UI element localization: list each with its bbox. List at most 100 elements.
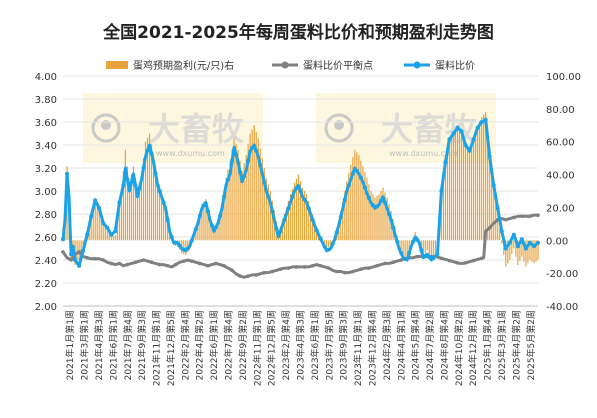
profit-bar (519, 240, 521, 261)
profit-bar (245, 154, 247, 241)
profit-bar (491, 166, 493, 241)
ratio-point (213, 225, 218, 230)
ratio-point (145, 148, 150, 153)
ratio-point (342, 197, 347, 202)
profit-bar (100, 214, 102, 241)
breakeven-point (133, 260, 138, 265)
profit-bar (106, 230, 108, 241)
profit-bar (156, 177, 159, 241)
profit-bar (110, 237, 112, 241)
x-tick-label: 2024年12月第1周 (467, 310, 479, 386)
profit-bar (167, 219, 169, 241)
breakeven-point (69, 258, 73, 262)
breakeven-point (278, 267, 283, 272)
profit-bar (523, 240, 525, 262)
x-tick-label: 2022年7月第4周 (223, 310, 235, 380)
ratio-point (189, 238, 194, 243)
x-tick-label: 2024年7月第2周 (424, 310, 436, 380)
profit-bar (410, 240, 412, 244)
breakeven-point (391, 260, 395, 265)
x-tick-label: 2021年7月第4周 (122, 310, 134, 380)
profit-bar (400, 240, 402, 251)
profit-bar (124, 149, 126, 241)
profit-bar (271, 200, 273, 241)
ratio-point (282, 217, 287, 222)
profit-bar (235, 144, 237, 241)
ratio-point (531, 244, 536, 249)
breakeven-point (310, 263, 315, 268)
ratio-point (483, 117, 488, 122)
ratio-point (503, 246, 508, 251)
profit-bar (328, 240, 330, 247)
left-tick-label: 2.40 (35, 256, 57, 267)
x-tick-label: 2021年3月第1周 (79, 310, 91, 380)
profit-bar (140, 174, 143, 241)
profit-bar (78, 240, 80, 260)
ratio-point (85, 232, 90, 237)
breakeven-point (342, 270, 347, 275)
profit-bar (118, 204, 120, 241)
right-axis: -40.00 -20.00 0.00 20.00 40.00 60.00 80.00 100.… (546, 72, 581, 313)
profit-bar (537, 240, 539, 260)
ratio-point (165, 217, 170, 222)
x-tick-label: 2024年5月第4周 (410, 310, 422, 380)
profit-bar (80, 240, 82, 255)
ratio-point (507, 240, 512, 245)
left-axis: 2.00 2.20 2.40 2.60 2.80 3.00 3.20 3.40 3.60 3.80… (35, 72, 57, 313)
ratio-point (399, 251, 404, 256)
profit-bar (366, 177, 368, 241)
x-tick-label: 2024年2月第3周 (381, 310, 393, 380)
profit-bar (533, 240, 535, 264)
breakeven-series (61, 213, 540, 279)
x-tick-label: 2021年12月第5周 (165, 310, 177, 386)
legend-profit-swatch (106, 61, 128, 69)
profit-bar (398, 240, 400, 244)
profit-bar (462, 135, 465, 241)
profit-bar (221, 204, 223, 241)
profit-bar (402, 240, 404, 257)
ratio-point (137, 186, 142, 191)
profit-bar (112, 236, 114, 241)
profit-bar (132, 166, 135, 241)
ratio-point (459, 129, 464, 134)
breakeven-point (294, 265, 299, 269)
ratio-point (266, 194, 271, 199)
ratio-point (515, 244, 520, 249)
breakeven-point (520, 214, 524, 219)
profit-bar (122, 171, 124, 241)
ratio-point (93, 198, 98, 203)
watermark-icon-2 (324, 113, 354, 143)
profit-bar (501, 240, 503, 244)
x-tick-label: 2023年12月第4周 (366, 310, 378, 386)
ratio-point (129, 180, 134, 185)
x-tick-label: 2021年1月第1周 (64, 310, 76, 380)
ratio-point (222, 194, 227, 199)
profit-bar (535, 240, 537, 262)
ratio-point (242, 174, 247, 179)
right-tick-label: -20.00 (546, 269, 578, 280)
breakeven-point (61, 250, 65, 254)
x-tick-label: 2023年11月第1周 (352, 310, 364, 386)
ratio-point (523, 246, 528, 251)
x-tick-label: 2022年12月第5周 (266, 310, 278, 386)
profit-bar (307, 200, 310, 241)
ratio-point (334, 230, 339, 235)
breakeven-point (190, 259, 194, 263)
ratio-series (61, 117, 540, 268)
x-tick-label: 2022年2月第4周 (179, 310, 191, 380)
profit-bar (452, 133, 455, 241)
profit-bar (311, 214, 314, 241)
left-tick-label: 3.00 (35, 187, 57, 198)
ratio-point (463, 143, 468, 147)
breakeven-point (447, 258, 452, 263)
profit-bar (120, 187, 122, 241)
profit-bar (386, 197, 388, 241)
ratio-point (536, 240, 540, 245)
breakeven-point (238, 274, 242, 278)
profit-bar (481, 117, 483, 241)
profit-bar (223, 191, 225, 241)
profit-bar (295, 178, 298, 241)
ratio-point (318, 236, 323, 241)
profit-bar (187, 240, 189, 252)
